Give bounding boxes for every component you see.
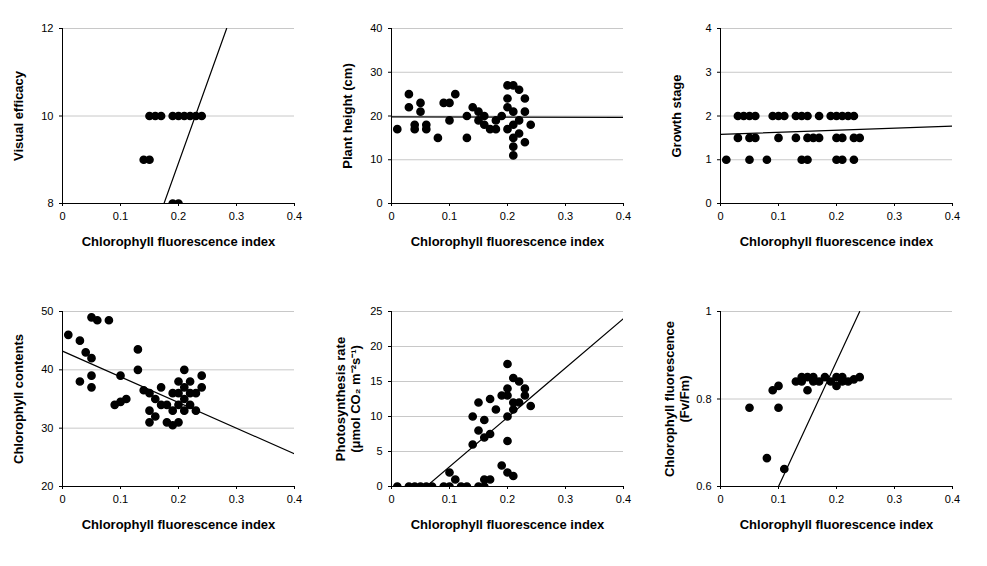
- svg-text:0.6: 0.6: [696, 480, 711, 492]
- svg-text:0.2: 0.2: [829, 210, 844, 222]
- svg-text:0.1: 0.1: [442, 493, 457, 505]
- svg-text:0.3: 0.3: [558, 493, 573, 505]
- svg-text:10: 10: [370, 153, 382, 165]
- svg-text:Plant height (cm): Plant height (cm): [340, 63, 355, 168]
- svg-text:0.2: 0.2: [500, 210, 515, 222]
- svg-text:20: 20: [41, 480, 53, 492]
- svg-text:Chlorophyll contents: Chlorophyll contents: [11, 334, 26, 464]
- svg-text:0.3: 0.3: [558, 210, 573, 222]
- svg-text:0: 0: [376, 480, 382, 492]
- svg-text:Growth stage: Growth stage: [669, 74, 684, 157]
- svg-text:40: 40: [370, 22, 382, 34]
- svg-text:0.3: 0.3: [887, 210, 902, 222]
- svg-text:2: 2: [705, 110, 711, 122]
- svg-text:Chlorophyll fluorescence(Fv/Fm: Chlorophyll fluorescence(Fv/Fm): [662, 321, 692, 477]
- svg-text:0.1: 0.1: [113, 493, 128, 505]
- svg-text:0.1: 0.1: [113, 210, 128, 222]
- svg-text:0.1: 0.1: [442, 210, 457, 222]
- svg-text:0.3: 0.3: [887, 493, 902, 505]
- svg-text:Chlorophyll fluorescence index: Chlorophyll fluorescence index: [740, 517, 934, 532]
- svg-text:0.4: 0.4: [616, 493, 631, 505]
- svg-text:Chlorophyll fluorescence index: Chlorophyll fluorescence index: [411, 234, 605, 249]
- svg-text:0.2: 0.2: [829, 493, 844, 505]
- svg-text:Chlorophyll fluorescence index: Chlorophyll fluorescence index: [82, 234, 276, 249]
- svg-text:0.2: 0.2: [500, 493, 515, 505]
- svg-text:0: 0: [376, 197, 382, 209]
- svg-text:Chlorophyll fluorescence index: Chlorophyll fluorescence index: [411, 517, 605, 532]
- svg-text:0.3: 0.3: [229, 493, 244, 505]
- svg-text:0.1: 0.1: [771, 210, 786, 222]
- svg-text:0: 0: [717, 210, 723, 222]
- svg-text:50: 50: [41, 305, 53, 317]
- svg-text:3: 3: [705, 66, 711, 78]
- svg-text:0: 0: [388, 210, 394, 222]
- svg-text:0.2: 0.2: [171, 210, 186, 222]
- svg-text:20: 20: [370, 110, 382, 122]
- svg-text:30: 30: [370, 66, 382, 78]
- svg-text:0: 0: [717, 493, 723, 505]
- svg-text:40: 40: [41, 363, 53, 375]
- svg-text:20: 20: [370, 340, 382, 352]
- svg-text:0: 0: [388, 493, 394, 505]
- svg-text:1: 1: [705, 153, 711, 165]
- svg-text:0.2: 0.2: [171, 493, 186, 505]
- svg-text:0.4: 0.4: [616, 210, 631, 222]
- svg-text:0.4: 0.4: [945, 493, 960, 505]
- svg-text:0.1: 0.1: [771, 493, 786, 505]
- svg-text:0.4: 0.4: [287, 210, 302, 222]
- svg-text:8: 8: [47, 197, 53, 209]
- svg-text:0: 0: [59, 493, 65, 505]
- svg-text:0.3: 0.3: [229, 210, 244, 222]
- svg-text:Visual efficacy: Visual efficacy: [11, 70, 26, 161]
- svg-text:4: 4: [705, 22, 711, 34]
- svg-text:25: 25: [370, 305, 382, 317]
- svg-text:0.8: 0.8: [696, 393, 711, 405]
- svg-text:15: 15: [370, 375, 382, 387]
- svg-text:Chlorophyll fluorescence index: Chlorophyll fluorescence index: [740, 234, 934, 249]
- svg-text:Chlorophyll fluorescence index: Chlorophyll fluorescence index: [82, 517, 276, 532]
- svg-text:0.4: 0.4: [945, 210, 960, 222]
- svg-text:0: 0: [705, 197, 711, 209]
- svg-text:Photosynthesis rate(μmol CO₂ m: Photosynthesis rate(μmol CO₂ m⁻²s⁻¹): [333, 337, 363, 461]
- svg-text:1: 1: [705, 305, 711, 317]
- svg-text:0.4: 0.4: [287, 493, 302, 505]
- svg-text:5: 5: [376, 445, 382, 457]
- svg-text:12: 12: [41, 22, 53, 34]
- svg-text:10: 10: [370, 410, 382, 422]
- svg-text:0: 0: [59, 210, 65, 222]
- svg-text:10: 10: [41, 110, 53, 122]
- svg-text:30: 30: [41, 422, 53, 434]
